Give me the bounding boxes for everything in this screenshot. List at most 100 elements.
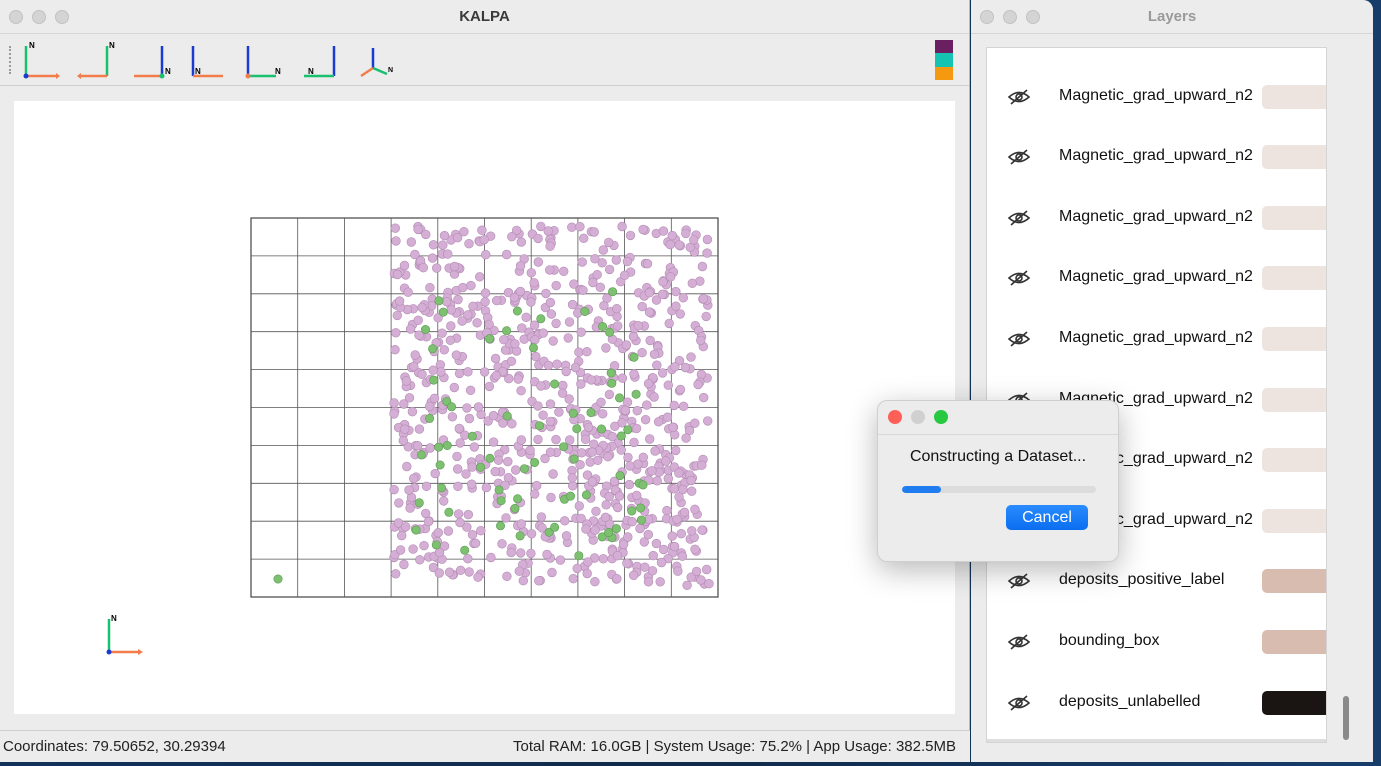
- unlabelled-point: [570, 362, 581, 373]
- close-button[interactable]: [980, 10, 994, 24]
- layer-color-swatch[interactable]: [1262, 205, 1326, 230]
- unlabelled-point: [395, 545, 406, 555]
- layer-color-swatch[interactable]: [1262, 47, 1327, 48]
- unlabelled-point: [644, 307, 655, 317]
- zoom-button[interactable]: [55, 10, 69, 24]
- layer-row[interactable]: Magnetic_grad_upward_n2: [987, 194, 1326, 242]
- eye-hidden-icon[interactable]: [1007, 693, 1031, 713]
- view-front-button[interactable]: N: [242, 40, 282, 80]
- layer-row[interactable]: deposits_unlabelled: [987, 679, 1326, 727]
- cancel-button[interactable]: Cancel: [1006, 505, 1088, 530]
- unlabelled-point: [407, 407, 418, 417]
- unlabelled-point: [423, 516, 434, 527]
- view-side-west-button[interactable]: N: [132, 40, 172, 80]
- view-top-reverse-button[interactable]: N: [77, 40, 117, 80]
- close-button[interactable]: [888, 410, 902, 424]
- layer-row[interactable]: [987, 47, 1327, 60]
- point-cloud-plot[interactable]: N: [14, 101, 955, 714]
- layer-row[interactable]: Magnetic_grad_upward_n2: [987, 133, 1326, 181]
- training-point: [638, 480, 648, 490]
- minimize-button[interactable]: [911, 410, 925, 424]
- unlabelled-point: [603, 452, 613, 462]
- minimize-button[interactable]: [32, 10, 46, 24]
- training-point: [519, 464, 529, 474]
- zoom-button[interactable]: [1026, 10, 1040, 24]
- unlabelled-point: [536, 512, 547, 522]
- unlabelled-point: [551, 280, 561, 291]
- unlabelled-point: [607, 431, 617, 442]
- training-point: [512, 306, 522, 316]
- eye-hidden-icon[interactable]: [1007, 87, 1031, 107]
- layer-color-swatch[interactable]: [1262, 690, 1326, 715]
- unlabelled-point: [452, 233, 463, 243]
- layer-color-swatch[interactable]: [1262, 630, 1326, 654]
- zoom-button[interactable]: [934, 410, 948, 424]
- view-back-button[interactable]: N: [300, 40, 340, 80]
- layers-list[interactable]: Magnetic_grad_upward_n2 Magnetic_grad_upw…: [986, 47, 1327, 743]
- unlabelled-point: [604, 389, 615, 400]
- unlabelled-point: [638, 224, 648, 235]
- unlabelled-point: [493, 455, 504, 465]
- unlabelled-point: [391, 236, 401, 246]
- progress-fill: [902, 486, 941, 493]
- eye-hidden-icon[interactable]: [1007, 329, 1031, 349]
- unlabelled-point: [647, 566, 658, 576]
- unlabelled-point: [601, 500, 611, 510]
- training-point: [565, 491, 575, 501]
- unlabelled-point: [389, 409, 399, 419]
- eye-hidden-icon[interactable]: [1007, 268, 1031, 288]
- training-point: [428, 344, 438, 354]
- view-top-button[interactable]: N: [20, 40, 60, 80]
- layer-row[interactable]: training_data: [987, 739, 1326, 742]
- unlabelled-point: [516, 386, 526, 396]
- training-point: [608, 287, 618, 297]
- unlabelled-point: [538, 328, 548, 338]
- eye-hidden-icon[interactable]: [1007, 632, 1031, 652]
- unlabelled-point: [661, 456, 671, 466]
- layer-row[interactable]: deposits_positive_label: [987, 557, 1326, 605]
- eye-hidden-icon[interactable]: [1007, 208, 1031, 228]
- layer-color-swatch[interactable]: [1262, 569, 1326, 594]
- layers-scrollbar[interactable]: [1343, 696, 1349, 740]
- eye-hidden-icon[interactable]: [1007, 147, 1031, 167]
- layers-titlebar[interactable]: Layers: [971, 0, 1373, 34]
- layer-color-swatch[interactable]: [1262, 145, 1326, 170]
- window-controls: [888, 410, 948, 424]
- view-side-east-button[interactable]: N: [187, 40, 227, 80]
- main-titlebar[interactable]: KALPA: [0, 0, 969, 34]
- layer-row[interactable]: bounding_box: [987, 618, 1326, 666]
- layer-color-swatch[interactable]: [1262, 508, 1326, 533]
- layer-row[interactable]: Magnetic_grad_upward_n2: [987, 315, 1326, 363]
- unlabelled-point: [511, 465, 521, 475]
- close-button[interactable]: [9, 10, 23, 24]
- unlabelled-point: [477, 225, 487, 235]
- unlabelled-point: [413, 224, 423, 235]
- layer-color-swatch[interactable]: [1262, 84, 1326, 109]
- unlabelled-point: [575, 460, 585, 470]
- layer-row[interactable]: Magnetic_grad_upward_n2: [987, 73, 1326, 121]
- unlabelled-point: [612, 321, 623, 331]
- training-point: [515, 531, 525, 541]
- unlabelled-point: [668, 422, 678, 432]
- layer-color-swatch[interactable]: [1262, 327, 1326, 351]
- minimize-button[interactable]: [1003, 10, 1017, 24]
- unlabelled-point: [648, 550, 658, 561]
- unlabelled-point: [690, 504, 700, 514]
- main-window: KALPA N N N N N N N N C: [0, 0, 970, 762]
- toolbar-grip[interactable]: [9, 46, 12, 74]
- layer-color-swatch[interactable]: [1262, 448, 1326, 473]
- view-isometric-button[interactable]: N: [355, 40, 395, 80]
- map-canvas[interactable]: N: [14, 101, 955, 714]
- layer-row[interactable]: Magnetic_grad_upward_n2: [987, 254, 1326, 302]
- unlabelled-point: [392, 269, 403, 280]
- unlabelled-point: [687, 278, 697, 289]
- eye-hidden-icon[interactable]: [1007, 571, 1031, 591]
- unlabelled-point: [561, 531, 572, 541]
- unlabelled-point: [631, 490, 642, 501]
- unlabelled-point: [690, 544, 700, 554]
- unlabelled-point: [531, 480, 542, 491]
- unlabelled-point: [413, 315, 423, 326]
- unlabelled-point: [470, 538, 481, 548]
- layer-color-swatch[interactable]: [1262, 266, 1326, 291]
- layer-color-swatch[interactable]: [1262, 387, 1326, 412]
